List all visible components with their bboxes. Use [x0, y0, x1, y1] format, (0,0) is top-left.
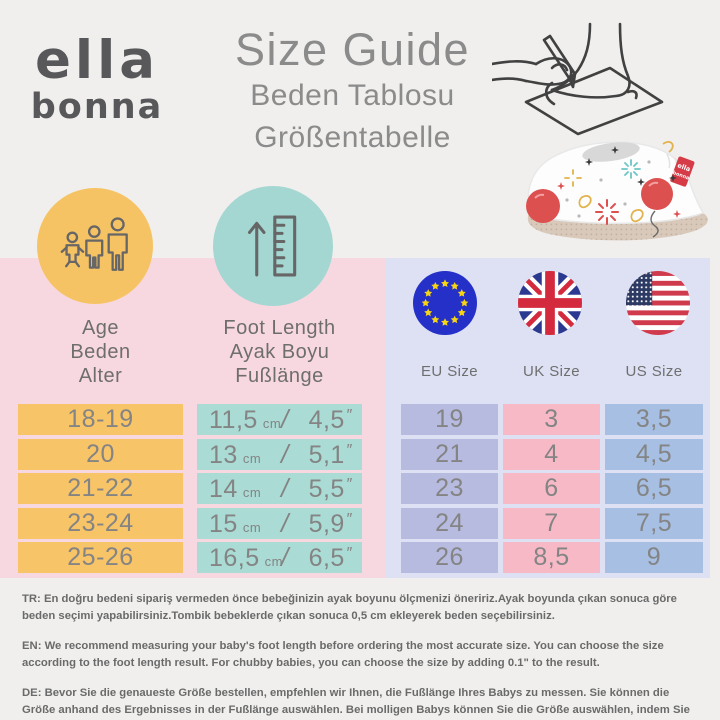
us-size-label: US Size: [625, 363, 683, 380]
age-icon: [60, 217, 128, 271]
us-size-column: 3,5 4,5 6,5 7,5 9: [605, 404, 703, 573]
eu-flag-icon: [413, 271, 477, 335]
foot-measuring-illustration: [492, 22, 664, 136]
note-en: EN: We recommend measuring your baby's f…: [22, 639, 664, 669]
age-cell: 23-24: [18, 507, 183, 539]
eu-size-column: 19 21 23 24 26: [401, 404, 498, 573]
eu-size-cell: 23: [401, 473, 498, 504]
brand-logo-line1: ella: [34, 30, 160, 91]
eu-size-cell: 26: [401, 542, 498, 573]
baby-shoe-photo: ella bonna: [526, 140, 708, 241]
age-cell: 25-26: [18, 542, 183, 573]
age-cell: 18-19: [18, 404, 183, 435]
brand-logo: ella bonna: [24, 34, 170, 125]
foot-label-tr: Ayak Boyu: [229, 341, 330, 363]
uk-size-label: UK Size: [523, 363, 580, 380]
foot-length-cell: 11,5 cm/4,5″: [197, 404, 362, 435]
uk-size-cell: 6: [503, 473, 600, 504]
foot-length-cell: 14 cm/5,5″: [197, 473, 362, 504]
ruler-icon: [247, 215, 297, 277]
uk-size-column: 3 4 6 7 8,5: [503, 404, 600, 573]
age-cell: 21-22: [18, 473, 183, 504]
title-en: Size Guide: [234, 24, 471, 75]
eu-size-cell: 24: [401, 507, 498, 539]
age-label-en: Age: [81, 317, 120, 339]
us-size-cell: 4,5: [605, 438, 703, 470]
foot-length-cell: 15 cm/5,9″: [197, 507, 362, 539]
eu-size-cell: 21: [401, 438, 498, 470]
age-label-de: Alter: [78, 365, 123, 387]
brand-logo-line2: bonna: [30, 87, 164, 127]
title-de: Größentabelle: [254, 120, 451, 154]
age-cell: 20: [18, 438, 183, 470]
notes: TR: En doğru bedeni sipariş vermeden önc…: [22, 591, 704, 720]
eu-size-cell: 19: [401, 404, 498, 435]
title-tr: Beden Tablosu: [250, 79, 455, 113]
eu-size-label: EU Size: [421, 363, 478, 380]
uk-flag-icon: [518, 271, 582, 335]
age-label-tr: Beden: [70, 341, 131, 363]
svg-text:bonna: bonna: [672, 170, 691, 182]
uk-size-cell: 4: [503, 438, 600, 470]
us-size-cell: 7,5: [605, 507, 703, 539]
us-size-cell: 6,5: [605, 473, 703, 504]
us-flag-icon: [626, 271, 690, 335]
note-de: DE: Bevor Sie die genaueste Größe bestel…: [22, 686, 690, 716]
page-title: Size Guide Beden Tablosu Größentabelle: [175, 26, 530, 156]
uk-size-cell: 7: [503, 507, 600, 539]
age-column: 18-19 20 21-22 23-24 25-26: [18, 404, 183, 573]
age-circle: [37, 188, 153, 304]
us-size-cell: 9: [605, 542, 703, 573]
foot-label-en: Foot Length: [223, 317, 336, 339]
age-header: Age Beden Alter: [18, 316, 183, 388]
foot-label-de: Fußlänge: [235, 365, 324, 387]
uk-size-cell: 3: [503, 404, 600, 435]
uk-size-cell: 8,5: [503, 542, 600, 573]
foot-length-header: Foot Length Ayak Boyu Fußlänge: [197, 316, 362, 388]
foot-length-column: 11,5 cm/4,5″ 13 cm/5,1″ 14 cm/5,5″ 15 cm/5,9…: [197, 404, 362, 573]
foot-length-circle: [213, 186, 333, 306]
us-size-cell: 3,5: [605, 404, 703, 435]
foot-length-cell: 16,5 cm/6,5″: [197, 542, 362, 573]
note-tr: TR: En doğru bedeni sipariş vermeden önc…: [22, 593, 677, 622]
foot-length-cell: 13 cm/5,1″: [197, 438, 362, 470]
